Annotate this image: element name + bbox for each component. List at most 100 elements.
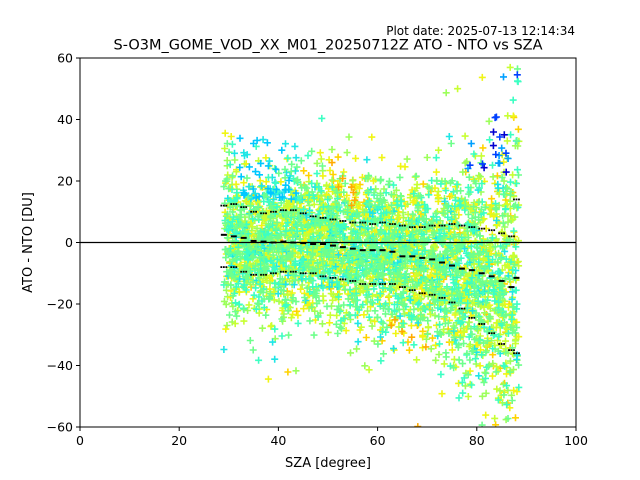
std-marker [381, 283, 384, 285]
std-marker [334, 218, 337, 221]
mean-marker [339, 246, 346, 249]
mean-marker [359, 249, 366, 252]
x-tick-label: 80 [469, 433, 485, 448]
std-marker [265, 273, 267, 276]
mean-marker [498, 279, 505, 282]
std-marker [361, 221, 364, 224]
std-marker [309, 272, 312, 275]
std-marker [468, 226, 471, 229]
std-marker [344, 220, 347, 222]
std-marker [379, 283, 381, 285]
std-marker [309, 215, 312, 218]
std-marker [478, 323, 481, 325]
std-marker [225, 204, 228, 207]
std-marker [451, 301, 453, 304]
std-marker [329, 218, 332, 221]
std-marker [312, 215, 315, 218]
std-marker [235, 203, 238, 205]
std-marker [423, 226, 426, 229]
std-marker [498, 343, 500, 345]
std-marker [272, 272, 275, 275]
std-marker [260, 273, 262, 276]
std-marker [265, 212, 267, 215]
std-marker [339, 278, 342, 281]
mean-marker [230, 235, 237, 238]
mean-marker [260, 240, 267, 243]
std-marker [513, 352, 515, 355]
std-marker [369, 223, 372, 225]
y-axis-label: ATO - NTO [DU] [21, 192, 36, 293]
std-marker [428, 293, 431, 296]
mean-marker [290, 241, 297, 244]
std-marker [500, 232, 503, 235]
std-marker [408, 226, 411, 229]
std-marker [329, 276, 332, 279]
mean-marker [270, 241, 277, 244]
std-marker [428, 224, 431, 227]
mean-marker [240, 236, 247, 239]
std-marker [391, 223, 394, 225]
std-marker [418, 292, 421, 295]
std-marker [364, 283, 367, 285]
std-marker [458, 307, 461, 310]
std-marker [500, 343, 503, 345]
std-marker [413, 226, 416, 229]
std-marker [270, 272, 272, 275]
std-marker [242, 270, 245, 273]
std-marker [401, 286, 404, 288]
std-marker [371, 283, 374, 285]
x-tick-label: 100 [564, 433, 588, 448]
std-marker [510, 349, 513, 352]
mean-marker [513, 276, 520, 279]
std-marker [470, 316, 473, 319]
std-marker [284, 270, 287, 273]
std-marker [394, 223, 396, 225]
std-marker [364, 221, 367, 224]
mean-marker [399, 255, 406, 258]
std-marker [480, 323, 483, 325]
std-marker [431, 224, 434, 227]
std-marker [262, 212, 265, 215]
std-marker [453, 301, 456, 304]
std-marker [334, 276, 337, 279]
std-marker [332, 276, 334, 279]
std-marker [433, 224, 436, 227]
std-marker [441, 224, 443, 227]
std-marker [324, 217, 327, 219]
std-marker [483, 323, 486, 325]
std-marker [473, 316, 476, 319]
std-marker [498, 232, 500, 235]
std-marker [294, 209, 297, 212]
std-marker [324, 275, 327, 278]
std-marker [478, 227, 481, 230]
std-marker [322, 217, 324, 219]
std-marker [302, 212, 305, 215]
std-marker [490, 229, 493, 232]
std-marker [222, 204, 225, 207]
mean-marker [320, 243, 327, 246]
std-marker [250, 273, 252, 276]
std-marker [240, 270, 243, 273]
std-marker [279, 209, 282, 212]
std-marker [438, 296, 441, 299]
std-marker [503, 232, 505, 235]
y-tick-label: −60 [47, 420, 73, 435]
std-marker [299, 272, 302, 275]
std-marker [421, 292, 424, 295]
std-marker [292, 270, 295, 273]
std-marker [433, 293, 436, 296]
std-marker [220, 204, 223, 207]
std-marker [384, 221, 386, 224]
std-marker [314, 272, 317, 275]
std-marker [503, 343, 505, 345]
std-marker [245, 206, 248, 209]
chart-title: S-O3M_GOME_VOD_XX_M01_20250712Z ATO - NT… [113, 38, 542, 54]
std-marker [304, 272, 307, 275]
mean-marker [300, 242, 307, 245]
std-marker [322, 275, 324, 278]
std-marker [289, 270, 292, 273]
std-marker [319, 217, 322, 219]
std-marker [443, 224, 446, 227]
axes: 0 20 40 60 80 100 −60 −40 −20 0 20 40 60 [47, 51, 588, 449]
std-marker [508, 349, 510, 352]
